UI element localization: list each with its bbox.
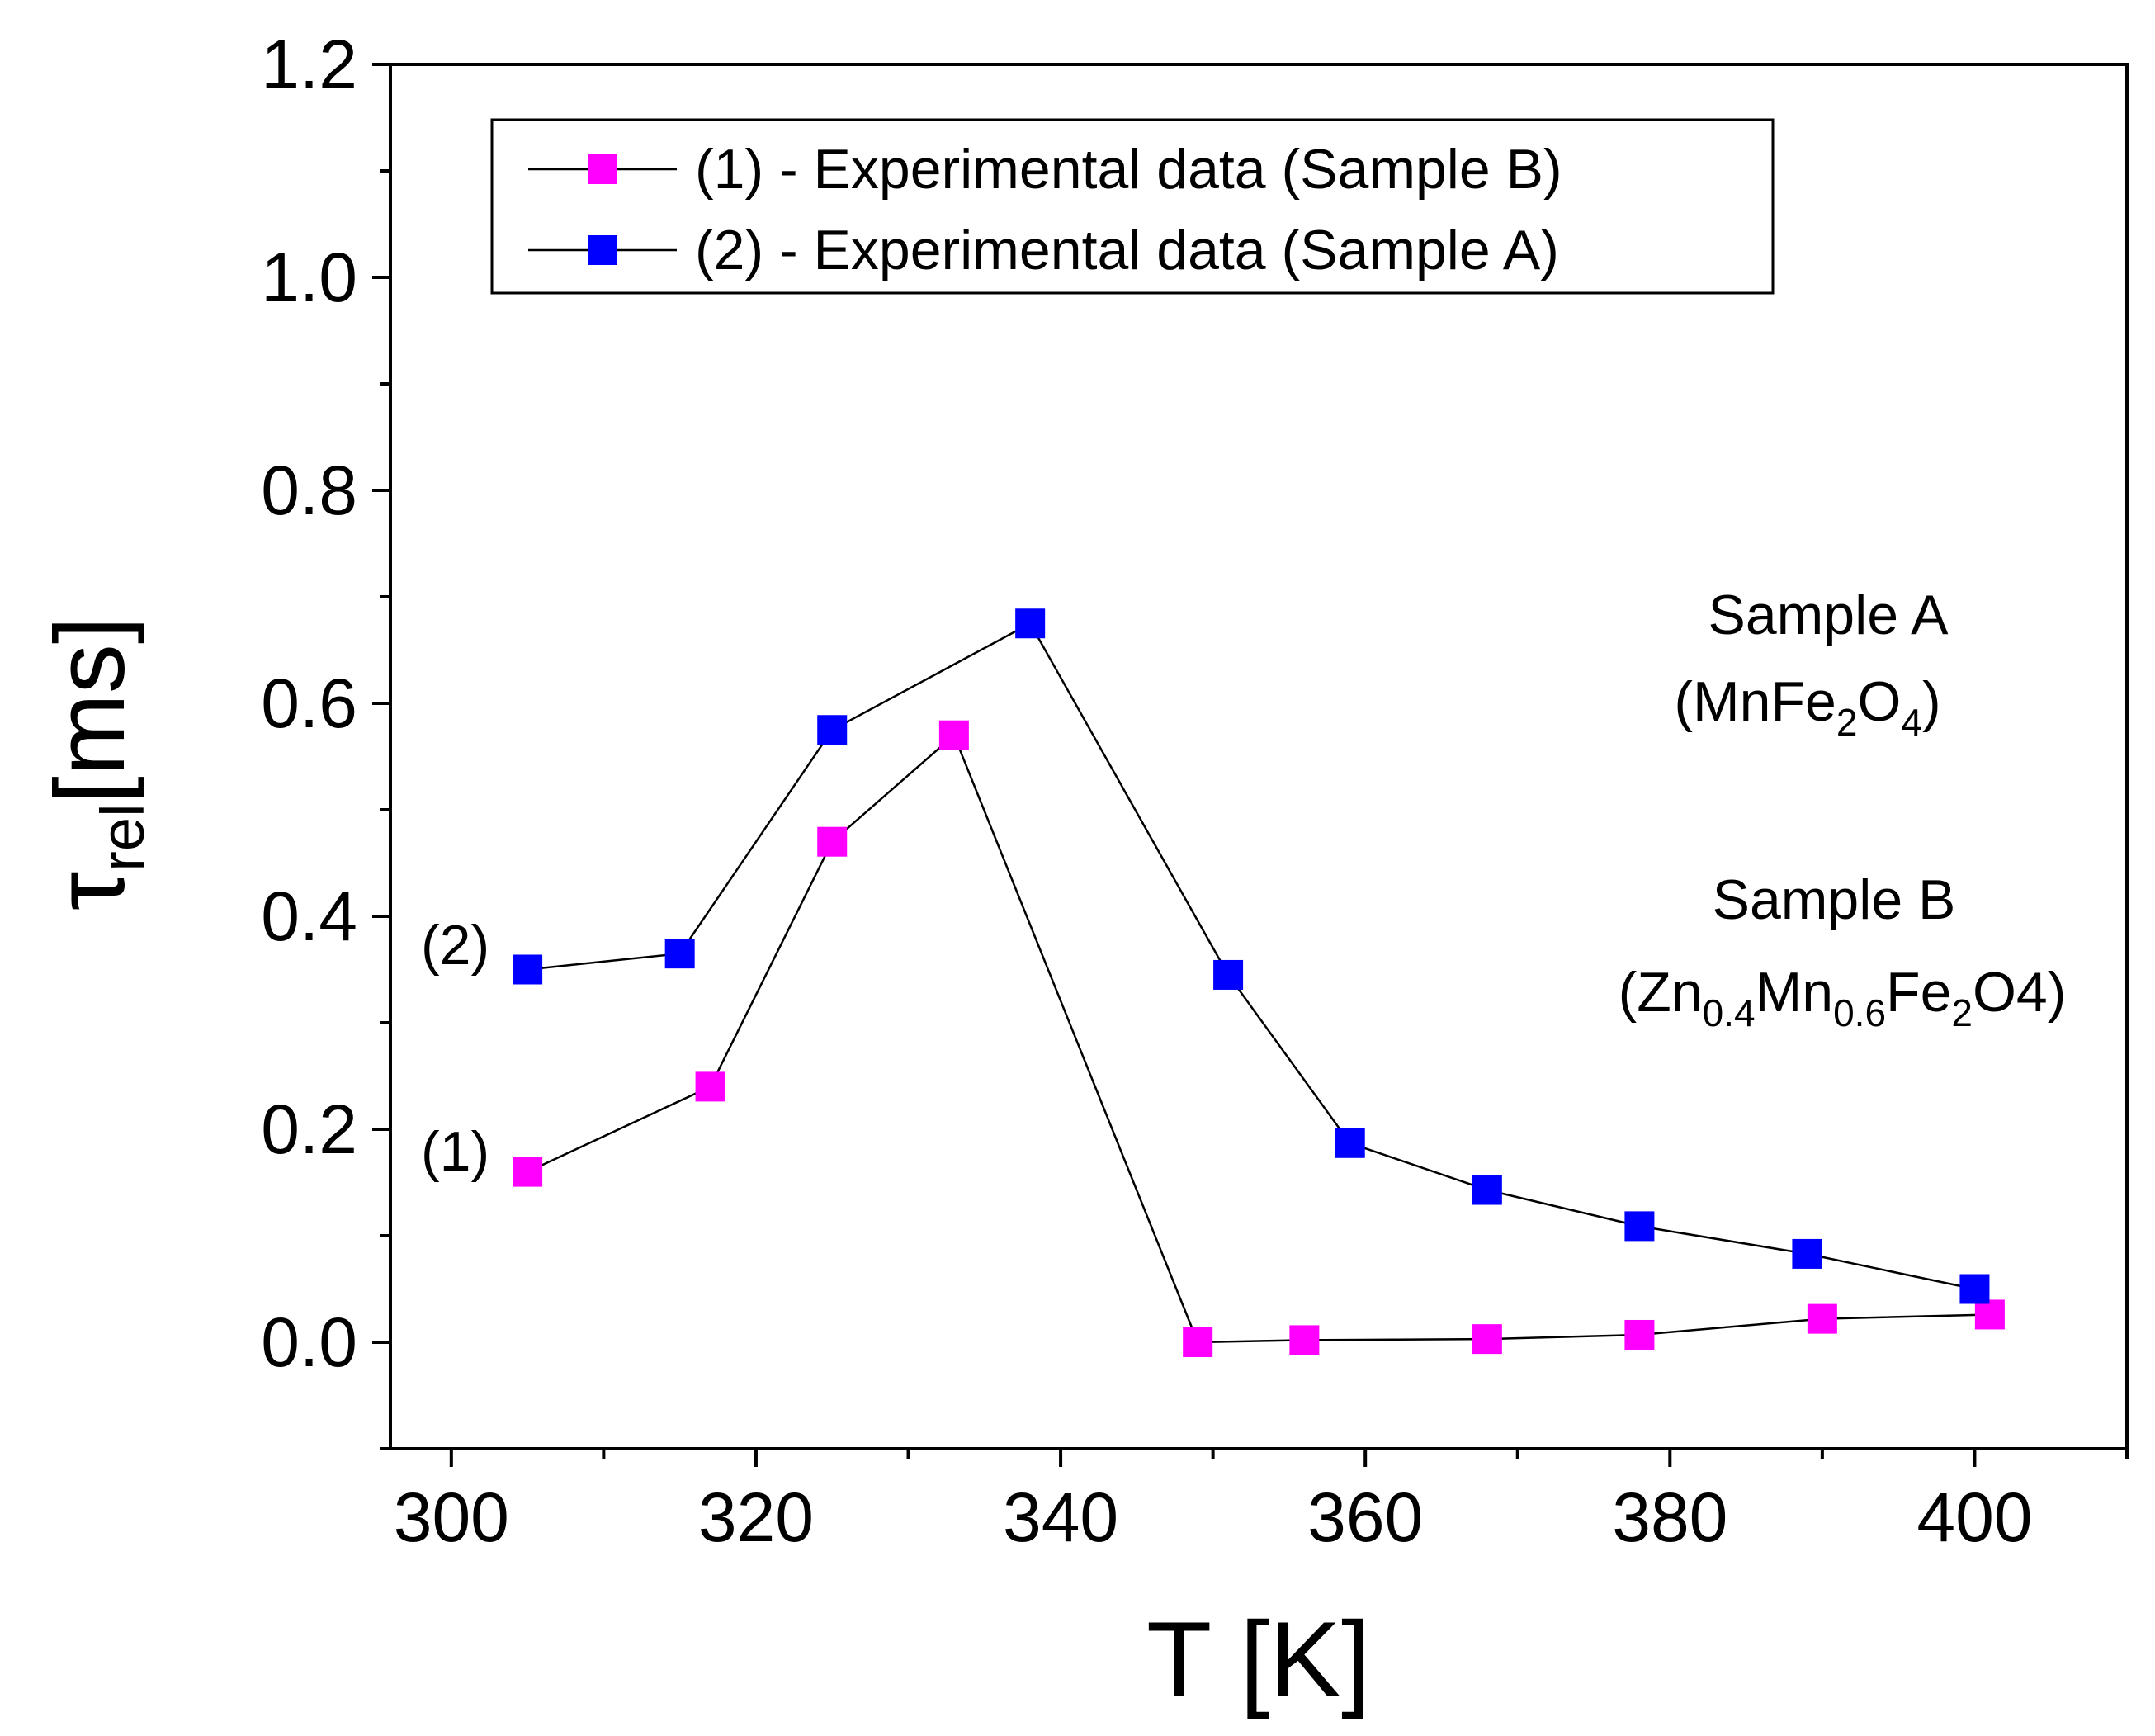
series-2-point (1959, 1274, 1990, 1304)
x-tick-label: 340 (1003, 1478, 1118, 1556)
x-axis-title: T [K] (1146, 1599, 1371, 1719)
y-tick-label: 1.0 (261, 239, 357, 316)
series-2-line (527, 622, 1975, 1290)
series-2-point (1213, 959, 1244, 990)
series-label-2: (2) (421, 914, 489, 977)
x-axis-ticks: 300 320 340 360 380 400 (394, 1449, 2129, 1556)
legend-marker-2 (588, 235, 617, 265)
plot-frame (389, 63, 2129, 1450)
series-1-point (513, 1157, 543, 1187)
series-1-point (1289, 1325, 1320, 1355)
legend-marker-1 (588, 154, 617, 184)
series-1-point (695, 1071, 725, 1102)
y-tick-label: 0.6 (261, 665, 357, 742)
y-axis-title: τrel[ms] (35, 617, 157, 911)
series-1-point (1183, 1327, 1213, 1357)
x-tick-label: 380 (1612, 1478, 1727, 1556)
y-tick-label: 0.0 (261, 1303, 357, 1381)
series-2-point (1335, 1128, 1365, 1158)
x-tick-label: 300 (394, 1478, 509, 1556)
x-tick-label: 360 (1307, 1478, 1423, 1556)
y-tick-label: 0.4 (261, 877, 357, 955)
series-2-point (817, 715, 848, 745)
sample-a-formula: (MnFe2O4) (1674, 670, 1940, 744)
y-axis-symbol: τ (35, 872, 145, 911)
sample-b-title: Sample B (1713, 868, 1956, 931)
y-axis-subscript: rel (88, 803, 157, 871)
y-tick-label: 1.2 (261, 26, 357, 103)
x-tick-label: 320 (698, 1478, 814, 1556)
series-2-point (1792, 1238, 1822, 1269)
legend-label-2: (2) - Experimental data (Sample A) (695, 219, 1559, 281)
series-2-point (1472, 1175, 1502, 1205)
y-tick-label: 0.8 (261, 452, 357, 529)
legend-label-1: (1) - Experimental data (Sample B) (695, 138, 1562, 201)
legend-box (490, 118, 1775, 295)
series-1-point (1807, 1303, 1837, 1334)
legend: (1) - Experimental data (Sample B) (2) -… (490, 118, 1775, 295)
series-1-point (1472, 1324, 1502, 1355)
series-1-point (1974, 1299, 2005, 1330)
series-1-point (817, 826, 848, 857)
x-tick-label: 400 (1916, 1478, 2032, 1556)
series-2-point (1624, 1211, 1655, 1242)
sample-a-title: Sample A (1708, 584, 1949, 646)
series-1-line (527, 733, 1990, 1344)
y-axis-unit: [ms] (35, 617, 145, 804)
series-1-point (938, 720, 969, 750)
series-1-point (1624, 1319, 1655, 1350)
series-2-point (664, 939, 695, 969)
series-2-point (513, 954, 543, 985)
series-layer (513, 608, 2005, 1357)
sample-b-formula: (Zn0.4Mn0.6Fe2O4) (1619, 961, 2067, 1034)
y-tick-label: 0.2 (261, 1090, 357, 1168)
series-2-point (1015, 608, 1046, 639)
series-label-1: (1) (421, 1120, 489, 1183)
y-axis-ticks: 0.0 0.2 0.4 0.6 0.8 1.0 1.2 (261, 26, 390, 1450)
